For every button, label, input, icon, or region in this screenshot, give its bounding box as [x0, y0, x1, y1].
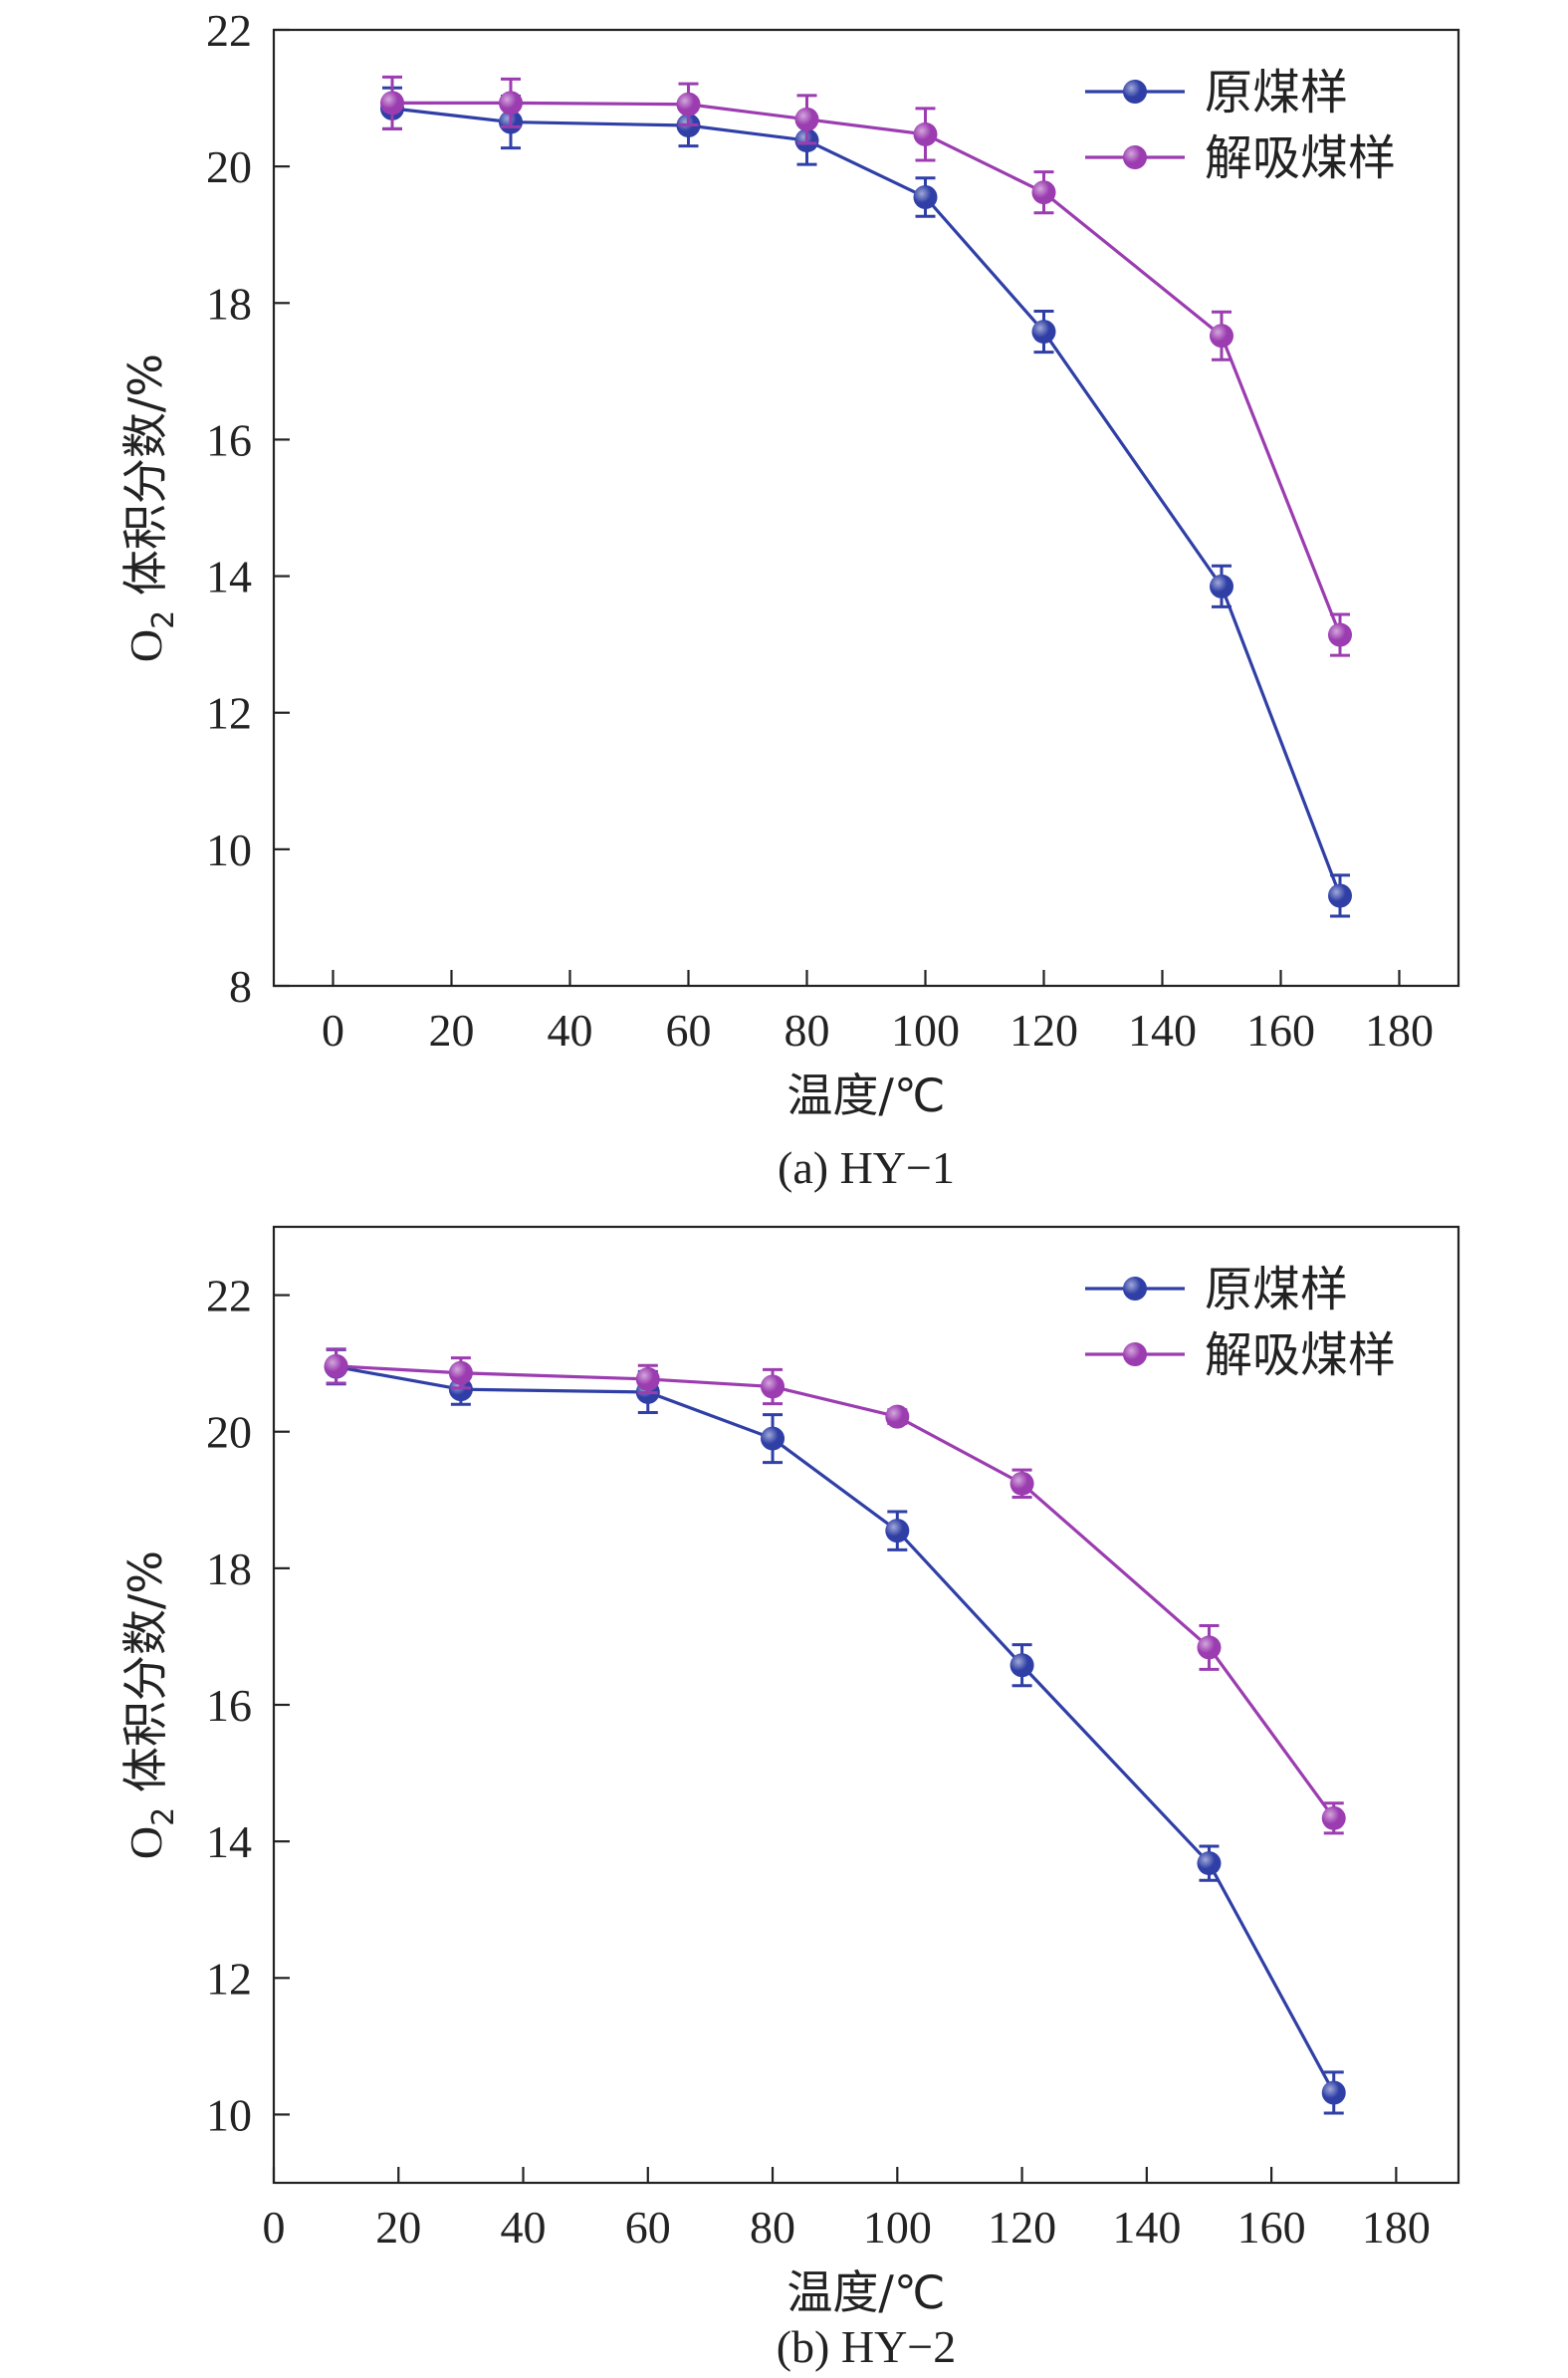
- x-tick-label: 180: [1365, 1005, 1434, 1056]
- series-raw-coal: [324, 1347, 1346, 2115]
- x-tick-label: 120: [1009, 1005, 1078, 1056]
- x-tick-label: 20: [429, 1005, 475, 1056]
- series-line: [391, 107, 1342, 897]
- data-point: [380, 91, 404, 116]
- data-point: [1328, 883, 1352, 908]
- y-axis-title-rest: 体积分数/%: [118, 1550, 172, 1807]
- data-point: [448, 1360, 473, 1385]
- x-tick-label: 100: [891, 1005, 960, 1056]
- legend-marker: [1123, 145, 1147, 169]
- plot-frame: [272, 28, 1460, 988]
- data-point: [885, 1404, 910, 1429]
- y-tick-label: 12: [206, 688, 252, 739]
- x-tick-label: 40: [548, 1005, 593, 1056]
- y-tick-label: 18: [206, 1544, 252, 1594]
- x-tick-label: 160: [1237, 2202, 1306, 2253]
- data-point: [913, 121, 938, 146]
- y-axis-title-subscript: 2: [146, 1807, 181, 1826]
- x-tick-label: 100: [863, 2202, 932, 2253]
- x-tick-label: 140: [1112, 2202, 1181, 2253]
- y-tick-label: 20: [206, 141, 252, 192]
- data-point: [499, 91, 523, 116]
- y-axis-title-subscript: 2: [146, 610, 181, 629]
- data-point: [1210, 324, 1233, 349]
- x-tick-label: 80: [784, 1005, 830, 1056]
- legend-marker: [1123, 80, 1147, 104]
- series-desorbed-coal: [380, 75, 1352, 657]
- data-point: [794, 107, 819, 131]
- x-tick-label: 60: [625, 2202, 671, 2253]
- series-desorbed-coal: [324, 1347, 1346, 1835]
- series-raw-coal: [380, 86, 1352, 918]
- y-axis-title-o: O: [120, 629, 171, 662]
- y-tick-label: 22: [206, 1271, 252, 1321]
- chart-panel-b: 0 20 40 60 80 100 120 140 160 180 10 12 14 16 18 20 22 原…: [118, 1225, 1460, 2372]
- y-axis-title: O2 体积分数/%: [118, 1550, 181, 1859]
- data-point: [761, 1426, 785, 1451]
- data-point: [635, 1366, 660, 1391]
- y-tick-label: 8: [229, 961, 252, 1012]
- data-point: [1031, 180, 1056, 205]
- data-point: [1197, 1635, 1222, 1660]
- legend-marker: [1123, 1342, 1147, 1366]
- data-point: [885, 1519, 910, 1544]
- data-point: [1197, 1851, 1222, 1876]
- x-tick-label: 120: [988, 2202, 1056, 2253]
- x-tick-label: 0: [322, 1005, 344, 1056]
- axis-ticks: 0 20 40 60 80 100 120 140 160 180 8 10 12 14 16 18 20 22: [206, 5, 1434, 1056]
- legend-marker: [1123, 1277, 1147, 1301]
- caption-a: (a) HY−1: [778, 1142, 955, 1193]
- x-tick-label: 0: [263, 2202, 286, 2253]
- series-line: [336, 1364, 1336, 1819]
- series-layer: [380, 75, 1352, 918]
- y-tick-label: 12: [206, 1953, 252, 2004]
- legend-label: 解吸煤样: [1205, 130, 1396, 186]
- y-tick-label: 14: [206, 552, 252, 602]
- chart-panel-a: 0 20 40 60 80 100 120 140 160 180810121416182022 …: [118, 5, 1460, 1193]
- axis-ticks: 0 20 40 60 80 100 120 140 160 180 10 12 14 16 18 20 22: [206, 1271, 1431, 2253]
- data-point: [761, 1374, 785, 1399]
- x-tick-label: 180: [1362, 2202, 1431, 2253]
- y-tick-label: 16: [206, 414, 252, 465]
- data-point: [1009, 1471, 1034, 1496]
- data-point: [1321, 2080, 1346, 2105]
- x-axis-title: 温度/℃: [786, 1069, 945, 1122]
- y-tick-label: 16: [206, 1680, 252, 1731]
- x-tick-label: 160: [1246, 1005, 1315, 1056]
- legend-label: 原煤样: [1205, 1262, 1348, 1317]
- y-tick-label: 22: [206, 5, 252, 56]
- y-axis-title-rest: 体积分数/%: [118, 354, 172, 610]
- series-line: [336, 1364, 1336, 2094]
- y-tick-label: 20: [206, 1407, 252, 1458]
- data-point: [1210, 574, 1233, 598]
- data-point: [1031, 320, 1056, 345]
- x-tick-label: 80: [750, 2202, 795, 2253]
- data-point: [1009, 1653, 1034, 1678]
- y-axis-title: O2 体积分数/%: [118, 354, 181, 662]
- series-layer: [324, 1347, 1346, 2115]
- series-line: [392, 101, 1342, 636]
- legend-label: 解吸煤样: [1205, 1327, 1396, 1383]
- data-point: [1328, 622, 1352, 647]
- y-tick-label: 10: [206, 2089, 252, 2140]
- x-tick-label: 20: [375, 2202, 421, 2253]
- legend-label: 原煤样: [1205, 65, 1348, 120]
- y-tick-label: 10: [206, 825, 252, 875]
- data-point: [676, 92, 701, 117]
- y-axis-title-o: O: [120, 1826, 171, 1859]
- caption-b: (b) HY−2: [777, 2321, 957, 2372]
- x-tick-label: 140: [1128, 1005, 1197, 1056]
- data-point: [913, 185, 938, 209]
- x-tick-label: 40: [501, 2202, 547, 2253]
- x-axis-title: 温度/℃: [786, 2265, 945, 2319]
- y-tick-label: 18: [206, 278, 252, 329]
- y-tick-label: 14: [206, 1816, 252, 1867]
- data-point: [1321, 1805, 1346, 1830]
- x-tick-label: 60: [666, 1005, 712, 1056]
- data-point: [324, 1353, 348, 1378]
